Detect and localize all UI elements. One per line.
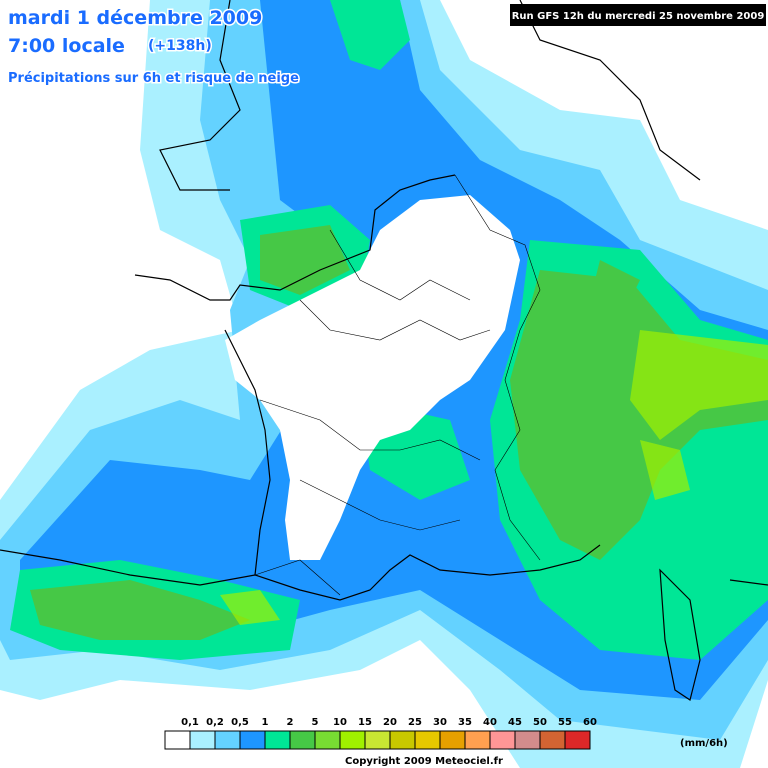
subtitle: Précipitations sur 6h et risque de neige [8, 71, 299, 86]
legend-label: 50 [533, 717, 547, 728]
precip-zone [220, 330, 768, 625]
legend-label: 5 [312, 717, 319, 728]
legend-swatch [539, 730, 566, 750]
legend-label: 20 [383, 717, 397, 728]
legend-label: 15 [358, 717, 372, 728]
precip-zone [30, 225, 768, 640]
legend-label: 0,2 [206, 717, 224, 728]
legend-swatch [164, 730, 191, 750]
legend-label: 1 [262, 717, 269, 728]
legend-swatch [464, 730, 491, 750]
legend-swatch [489, 730, 516, 750]
legend-swatch [214, 730, 241, 750]
legend-swatch [364, 730, 391, 750]
legend-swatch [514, 730, 541, 750]
legend-swatch [439, 730, 466, 750]
legend-swatch [264, 730, 291, 750]
coastline [0, 0, 768, 701]
legend-swatch [389, 730, 416, 750]
region-border [254, 174, 541, 596]
legend-label: 0,1 [181, 717, 199, 728]
legend-swatch [564, 730, 591, 750]
legend-label: 45 [508, 717, 522, 728]
legend-label: 25 [408, 717, 422, 728]
legend-swatch [289, 730, 316, 750]
legend-label: 0,5 [231, 717, 249, 728]
legend-label: 40 [483, 717, 497, 728]
date-title: mardi 1 décembre 2009 [8, 7, 262, 29]
dry-zone [225, 195, 520, 560]
legend-swatch [339, 730, 366, 750]
copyright: Copyright 2009 Meteociel.fr [345, 756, 503, 767]
run-box [510, 4, 766, 26]
run-info: Run GFS 12h du mercredi 25 novembre 2009 [512, 11, 765, 22]
legend-label: 10 [333, 717, 347, 728]
legend-unit: (mm/6h) [680, 738, 728, 749]
legend-swatch [414, 730, 441, 750]
legend: 0,1 0,2 0,5 1 2 5 10 15 20 25 30 35 40 45 50 55 60 [164, 717, 597, 750]
lead-time: (+138h) [148, 38, 212, 54]
legend-label: 2 [287, 717, 294, 728]
legend-label: 55 [558, 717, 572, 728]
legend-label: 35 [458, 717, 472, 728]
legend-swatch [239, 730, 266, 750]
legend-swatch [314, 730, 341, 750]
legend-label: 60 [583, 717, 597, 728]
time-title: 7:00 locale [8, 35, 125, 57]
legend-swatch [189, 730, 216, 750]
legend-label: 30 [433, 717, 447, 728]
